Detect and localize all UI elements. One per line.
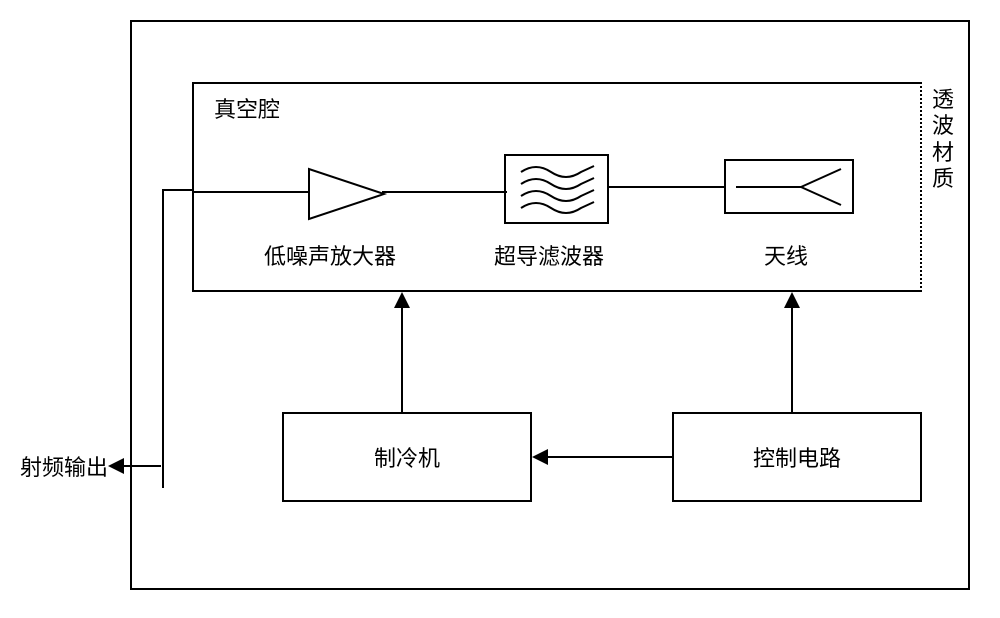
arrow-cooler-vacuum	[387, 292, 417, 414]
cooler-box: 制冷机	[282, 412, 532, 502]
antenna-label: 天线	[764, 239, 808, 271]
cooler-label: 制冷机	[374, 441, 440, 473]
arrow-control-vacuum	[777, 292, 807, 414]
amplifier-label: 低噪声放大器	[264, 239, 396, 271]
wave-material-label: 透波材质	[932, 87, 954, 193]
line-rf-vertical	[162, 188, 194, 488]
vacuum-label: 真空腔	[214, 92, 280, 124]
filter-label: 超导滤波器	[494, 239, 604, 271]
control-label: 控制电路	[753, 441, 841, 473]
amplifier-icon	[304, 164, 394, 224]
filter-box	[504, 154, 609, 224]
arrow-rf-output	[108, 451, 163, 481]
antenna-box	[724, 159, 854, 214]
control-box: 控制电路	[672, 412, 922, 502]
outer-container: 真空腔 低噪声放大器 超导滤波器 天线	[130, 20, 970, 590]
rf-output-label: 射频输出	[20, 450, 108, 482]
vacuum-chamber-box: 真空腔 低噪声放大器 超导滤波器 天线	[192, 82, 922, 292]
line-in-amp	[194, 187, 309, 197]
line-filter-antenna	[609, 182, 726, 192]
filter-icon	[506, 156, 607, 222]
arrow-control-cooler	[532, 442, 674, 472]
antenna-icon	[726, 161, 852, 212]
line-amp-filter	[382, 187, 507, 197]
